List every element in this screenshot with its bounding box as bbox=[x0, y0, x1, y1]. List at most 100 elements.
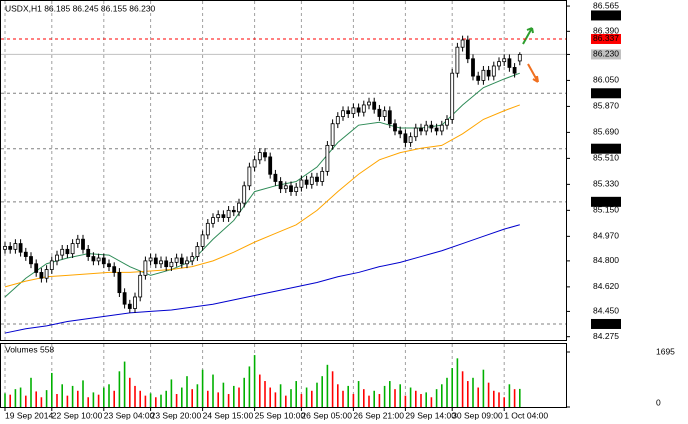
level-label: 85.577 bbox=[593, 143, 619, 153]
candle-body bbox=[309, 176, 314, 185]
candle-body bbox=[283, 185, 288, 190]
candle-body bbox=[133, 296, 137, 309]
level-label: 86.230 bbox=[593, 49, 619, 59]
candle-body bbox=[491, 65, 496, 77]
candle-body bbox=[341, 110, 345, 117]
candle-body bbox=[242, 185, 247, 204]
y-tick-label: 85.870 bbox=[593, 101, 619, 111]
x-tick-label: 30 Sep 09:00 bbox=[452, 410, 503, 420]
candle-body bbox=[29, 256, 33, 265]
candle-body bbox=[44, 269, 49, 279]
candle-body bbox=[81, 238, 85, 250]
level-label: 84.363 bbox=[593, 318, 619, 328]
candle-body bbox=[486, 69, 491, 77]
candle-body bbox=[65, 248, 70, 255]
candle-body bbox=[112, 266, 117, 273]
candle-body bbox=[122, 292, 127, 305]
candle-body bbox=[39, 272, 44, 279]
candle-body bbox=[190, 256, 195, 262]
level-box bbox=[591, 318, 621, 329]
candle-body bbox=[174, 257, 179, 263]
y-tick-label: 84.275 bbox=[593, 331, 619, 341]
level-box bbox=[591, 33, 621, 44]
candle-body bbox=[450, 72, 455, 120]
chart-title: USDX,H1 86.185 86.245 86.155 86.230 bbox=[5, 3, 156, 13]
candle-body bbox=[34, 263, 39, 273]
candle-body bbox=[107, 263, 111, 268]
candle-body bbox=[502, 58, 507, 63]
candle-body bbox=[330, 123, 335, 146]
candle-body bbox=[8, 246, 13, 250]
y-tick-label: 84.800 bbox=[593, 255, 619, 265]
candle-body bbox=[419, 127, 423, 132]
x-tick-label: 25 Sep 10:00 bbox=[255, 410, 306, 420]
candle-body bbox=[148, 257, 153, 262]
candle-body bbox=[351, 107, 356, 115]
candle-body bbox=[164, 260, 169, 268]
candle-body bbox=[408, 136, 413, 143]
candle-body bbox=[179, 257, 184, 265]
x-tick-label: 29 Sep 14:00 bbox=[405, 410, 456, 420]
candle-body bbox=[127, 303, 132, 309]
candle-body bbox=[476, 75, 481, 81]
candle-body bbox=[13, 243, 18, 250]
candle-body bbox=[315, 176, 319, 182]
candle-body bbox=[465, 39, 470, 60]
candle-body bbox=[413, 127, 418, 138]
candle-body bbox=[252, 159, 257, 168]
x-tick-label: 23 Sep 20:00 bbox=[151, 410, 202, 420]
candle-body bbox=[268, 156, 273, 175]
level-box bbox=[591, 196, 621, 207]
candle-body bbox=[387, 110, 392, 125]
candle-body bbox=[216, 214, 221, 218]
candle-body bbox=[346, 110, 351, 115]
candle-body bbox=[195, 246, 200, 257]
candle-body bbox=[263, 152, 267, 158]
volume-title: Volumes 558 bbox=[5, 344, 54, 354]
candle-body bbox=[445, 118, 449, 126]
level-box bbox=[591, 10, 621, 21]
candle-body bbox=[424, 124, 429, 132]
candle-body bbox=[70, 243, 75, 255]
candle-body bbox=[23, 251, 28, 257]
level-box bbox=[591, 49, 621, 60]
candle-body bbox=[226, 209, 231, 218]
candle-body bbox=[393, 123, 397, 132]
x-tick-label: 24 Sep 15:00 bbox=[203, 410, 254, 420]
candle-body bbox=[55, 254, 59, 262]
candle-body bbox=[403, 133, 408, 143]
candle-body bbox=[294, 186, 299, 192]
volume-tick-label: 1695 bbox=[656, 346, 675, 356]
candle-body bbox=[3, 246, 7, 250]
y-tick-label: 86.565 bbox=[593, 0, 619, 10]
candle-body bbox=[507, 58, 512, 68]
volume-tick-label: 0 bbox=[656, 397, 661, 407]
y-tick-label: 85.330 bbox=[593, 179, 619, 189]
y-tick-label: 84.620 bbox=[593, 281, 619, 291]
candle-body bbox=[169, 261, 174, 268]
candle-body bbox=[460, 39, 465, 48]
candle-body bbox=[185, 260, 189, 265]
candle-body bbox=[289, 185, 293, 192]
candle-body bbox=[205, 222, 210, 236]
x-tick-label: 26 Sep 05:00 bbox=[301, 410, 352, 420]
x-tick-label: 1 Oct 04:00 bbox=[504, 410, 548, 420]
candle-body bbox=[117, 272, 122, 294]
candle-body bbox=[153, 257, 158, 265]
candle-body bbox=[18, 243, 23, 253]
candle-body bbox=[247, 166, 252, 187]
level-label: 86.500 bbox=[593, 10, 619, 20]
x-tick-label: 22 Sep 10:00 bbox=[52, 410, 103, 420]
candle-body bbox=[200, 234, 205, 247]
candle-body bbox=[429, 124, 434, 129]
moving-average bbox=[4, 72, 520, 298]
candle-body bbox=[481, 69, 486, 81]
candle-body bbox=[455, 46, 460, 74]
candle-body bbox=[361, 104, 366, 113]
candle-body bbox=[278, 181, 283, 190]
candle-body bbox=[273, 173, 278, 182]
candle-body bbox=[367, 101, 371, 106]
candle-body bbox=[517, 54, 522, 62]
y-tick-label: 86.050 bbox=[593, 75, 619, 85]
